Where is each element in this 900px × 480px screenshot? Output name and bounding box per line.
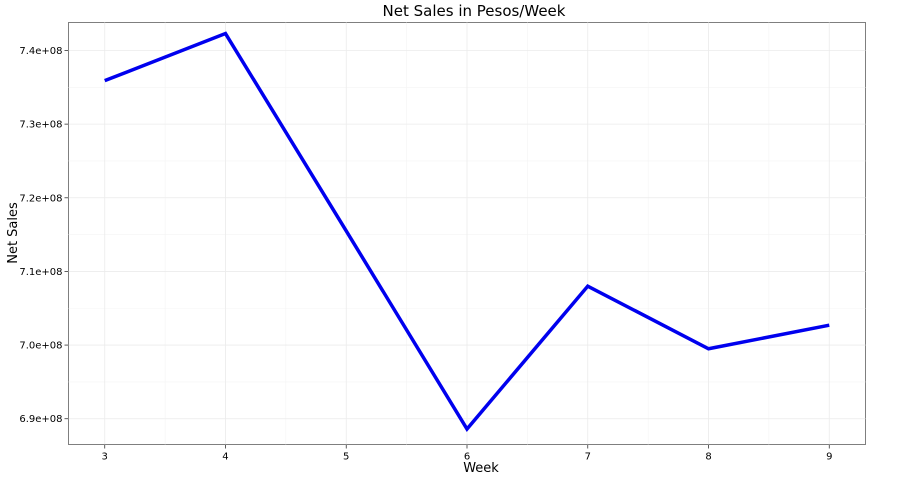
y-tick-label: 7.2e+08	[19, 193, 62, 204]
grid-lines	[68, 22, 866, 445]
x-tick-label: 3	[102, 452, 108, 463]
series-layer	[104, 31, 830, 433]
y-axis-title: Net Sales	[6, 202, 21, 264]
y-tick-label: 7.4e+08	[19, 46, 62, 57]
chart-title: Net Sales in Pesos/Week	[383, 2, 566, 20]
x-tick-label: 9	[826, 452, 832, 463]
x-tick-label: 5	[343, 452, 349, 463]
y-axis: 6.9e+08 7.0e+08 7.1e+08 7.2e+08 7.3e+08 7.4e+…	[19, 46, 69, 425]
x-tick-label: 6	[464, 452, 470, 463]
x-tick-label: 8	[705, 452, 711, 463]
y-tick-label: 7.0e+08	[19, 341, 62, 352]
y-tick-label: 7.3e+08	[19, 120, 62, 131]
y-tick-label: 6.9e+08	[19, 414, 62, 425]
x-axis-title: Week	[463, 461, 499, 476]
series-line-0	[104, 31, 830, 433]
x-tick-label: 4	[222, 452, 228, 463]
y-tick-label: 7.1e+08	[19, 267, 62, 278]
x-tick-label: 7	[585, 452, 591, 463]
x-axis: 3 4 5 6 7 8 9	[102, 444, 832, 463]
